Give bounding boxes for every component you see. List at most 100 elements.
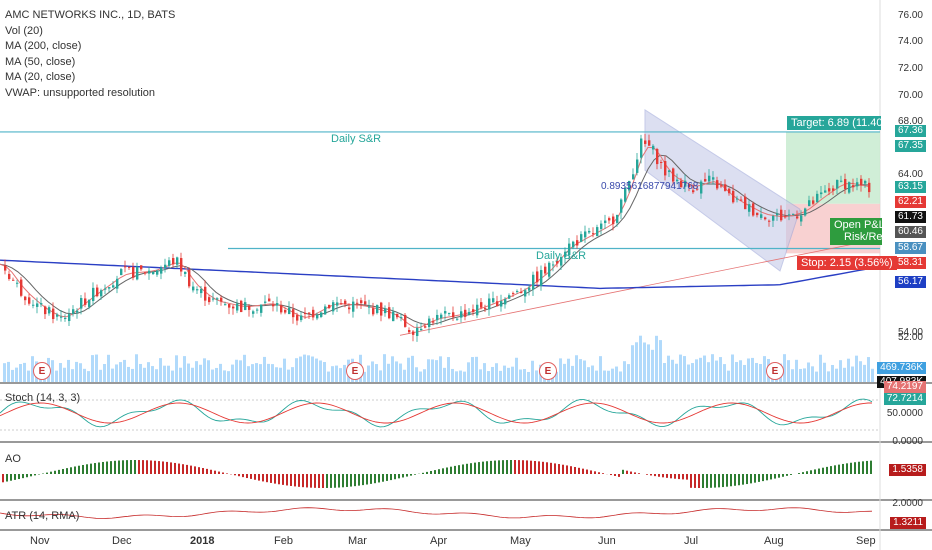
candle-body	[536, 271, 539, 283]
ao-bar	[334, 474, 336, 488]
ao-bar	[646, 474, 648, 475]
target-label[interactable]: Target: 6.89 (11.40%)	[787, 116, 881, 130]
indicator-vwap[interactable]: VWAP: unsupported resolution	[5, 86, 156, 99]
ao-bar	[838, 464, 840, 474]
ao-bar	[450, 466, 452, 474]
candle-body	[92, 287, 95, 302]
volume-bar	[583, 360, 586, 382]
ao-bar	[202, 468, 204, 474]
volume-bar	[315, 358, 318, 382]
volume-bar	[175, 355, 178, 382]
volume-bar	[295, 358, 298, 382]
ao-bar	[278, 474, 280, 485]
ao-bar	[14, 474, 16, 480]
ao-bar	[654, 474, 656, 477]
ao-bar	[2, 474, 4, 483]
volume-bar	[511, 366, 514, 382]
volume-bar	[867, 357, 870, 382]
volume-bar	[79, 363, 82, 382]
ao-bar	[662, 474, 664, 478]
ao-bar	[614, 474, 616, 476]
volume-bar	[591, 365, 594, 382]
volume-bar	[531, 360, 534, 382]
ao-bar	[586, 469, 588, 474]
candle-body	[180, 258, 183, 272]
volume-bar	[239, 360, 242, 382]
volume-bar	[799, 368, 802, 382]
candle-body	[868, 182, 871, 193]
volume-bar	[859, 361, 862, 382]
candle-body	[288, 307, 291, 315]
volume-tag: 469.736K	[877, 362, 926, 374]
ao-bar	[326, 474, 328, 488]
ao-label[interactable]: AO	[5, 453, 21, 465]
indicator-ma50[interactable]: MA (50, close)	[5, 55, 76, 68]
candle-body	[116, 278, 119, 289]
volume-bar	[263, 356, 266, 382]
ao-bar	[778, 474, 780, 478]
ao-bar	[566, 465, 568, 474]
candle-body	[100, 290, 103, 297]
volume-bar	[559, 358, 562, 382]
candle-body	[636, 159, 639, 173]
volume-bar	[411, 355, 414, 382]
volume-bar	[555, 371, 558, 382]
price-tag: 60.46	[894, 226, 926, 238]
candle-body	[72, 309, 75, 314]
volume-bar	[143, 367, 146, 382]
volume-bar	[63, 367, 66, 382]
candle-body	[368, 306, 371, 308]
volume-bar	[527, 371, 530, 382]
ao-bar	[574, 466, 576, 474]
volume-bar	[747, 358, 750, 382]
symbol-title[interactable]: AMC NETWORKS INC., 1D, BATS	[5, 9, 176, 21]
ao-bar	[594, 471, 596, 474]
candle-body	[556, 260, 559, 264]
indicator-ma200[interactable]: MA (200, close)	[5, 40, 82, 52]
pnl-box[interactable]: Open P&L: Risk/Rew	[830, 218, 882, 245]
volume-bar	[435, 360, 438, 382]
candle-body	[836, 179, 839, 189]
ao-bar	[690, 474, 692, 488]
candle-body	[680, 180, 683, 188]
candle-body	[436, 314, 439, 321]
candle-body	[120, 269, 123, 276]
candle-body	[480, 302, 483, 308]
volume-bar	[319, 360, 322, 382]
volume-bar	[643, 342, 646, 382]
indicator-ma20[interactable]: MA (20, close)	[5, 71, 76, 83]
ao-bar	[22, 474, 24, 479]
candle-body	[496, 301, 499, 307]
ao-bar	[106, 461, 108, 474]
sr-label-top[interactable]: Daily S&R	[331, 133, 382, 145]
volume-bar	[95, 354, 98, 382]
ao-bar	[834, 465, 836, 474]
volume-bar	[487, 371, 490, 382]
volume-bar	[331, 366, 334, 382]
stoch-k-line	[0, 398, 873, 428]
earnings-marker[interactable]: E	[766, 362, 784, 380]
ao-bar	[194, 466, 196, 474]
candle-body	[804, 208, 807, 216]
ao-bar	[342, 474, 344, 488]
earnings-marker[interactable]: E	[539, 362, 557, 380]
volume-bar	[683, 356, 686, 382]
stoch-label[interactable]: Stoch (14, 3, 3)	[5, 392, 81, 404]
indicator-vol[interactable]: Vol (20)	[5, 24, 43, 37]
volume-bar	[851, 366, 854, 382]
atr-label[interactable]: ATR (14, RMA)	[5, 510, 80, 522]
sr-label-mid[interactable]: Daily S&R	[536, 250, 587, 262]
ao-bar	[866, 460, 868, 474]
candle-body	[812, 200, 815, 204]
earnings-marker[interactable]: E	[33, 362, 51, 380]
candle-body	[844, 178, 847, 189]
fib-label[interactable]: 0.8935616877941768	[601, 181, 699, 192]
volume-bar	[703, 355, 706, 382]
stop-label[interactable]: Stop: 2.15 (3.56%)	[797, 256, 897, 270]
ao-bar	[630, 471, 632, 474]
candles[interactable]	[4, 133, 871, 342]
volume-bar	[783, 354, 786, 382]
ao-bar	[822, 467, 824, 474]
earnings-marker[interactable]: E	[346, 362, 364, 380]
